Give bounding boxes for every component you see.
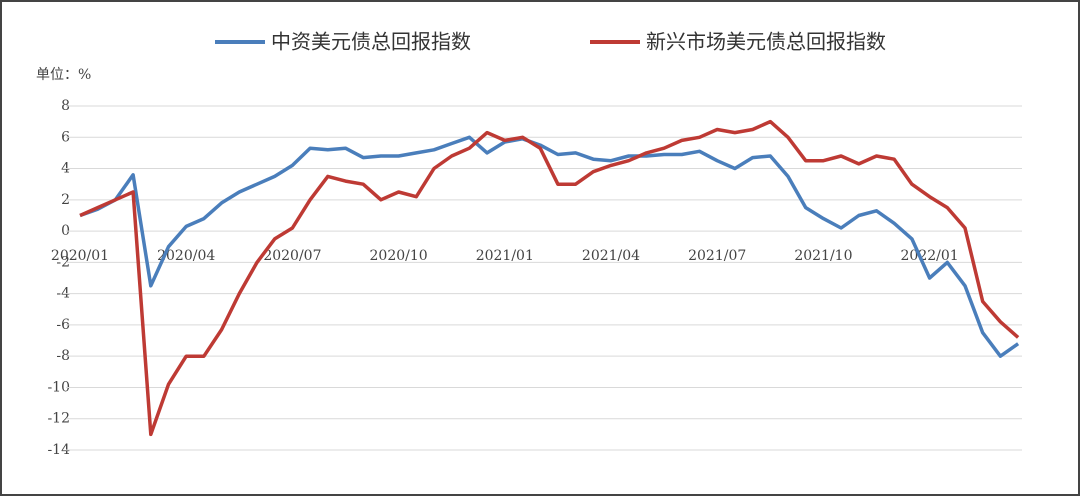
y-tick-label: -14: [47, 442, 70, 458]
x-tick-label: 2022/01: [901, 248, 959, 264]
y-tick-label: 2: [61, 192, 70, 208]
y-tick-label: 4: [61, 161, 70, 177]
x-tick-label: 2021/04: [582, 248, 640, 264]
series-line: [79, 119, 1020, 437]
y-tick-label: 0: [61, 223, 70, 239]
series-line: [79, 135, 1020, 358]
legend-label: 中资美元债总回报指数: [271, 30, 471, 54]
x-tick-label: 2020/10: [370, 248, 428, 264]
x-tick-label: 2020/07: [263, 248, 321, 264]
x-tick-label: 2021/10: [794, 248, 852, 264]
unit-label: 单位：%: [36, 67, 91, 83]
y-tick-label: -4: [56, 286, 70, 302]
legend-label: 新兴市场美元债总回报指数: [646, 30, 886, 54]
y-tick-label: 6: [61, 129, 70, 145]
y-tick-label: -2: [56, 254, 70, 270]
x-tick-label: 2020/01: [51, 248, 109, 264]
x-tick-label: 2021/01: [476, 248, 534, 264]
y-tick-label: -6: [56, 317, 70, 333]
y-tick-label: -8: [56, 348, 70, 364]
x-tick-label: 2020/04: [157, 248, 215, 264]
y-tick-label: 8: [61, 98, 70, 114]
y-tick-label: -10: [47, 379, 70, 395]
y-tick-label: -12: [47, 411, 70, 427]
x-tick-label: 2021/07: [688, 248, 746, 264]
